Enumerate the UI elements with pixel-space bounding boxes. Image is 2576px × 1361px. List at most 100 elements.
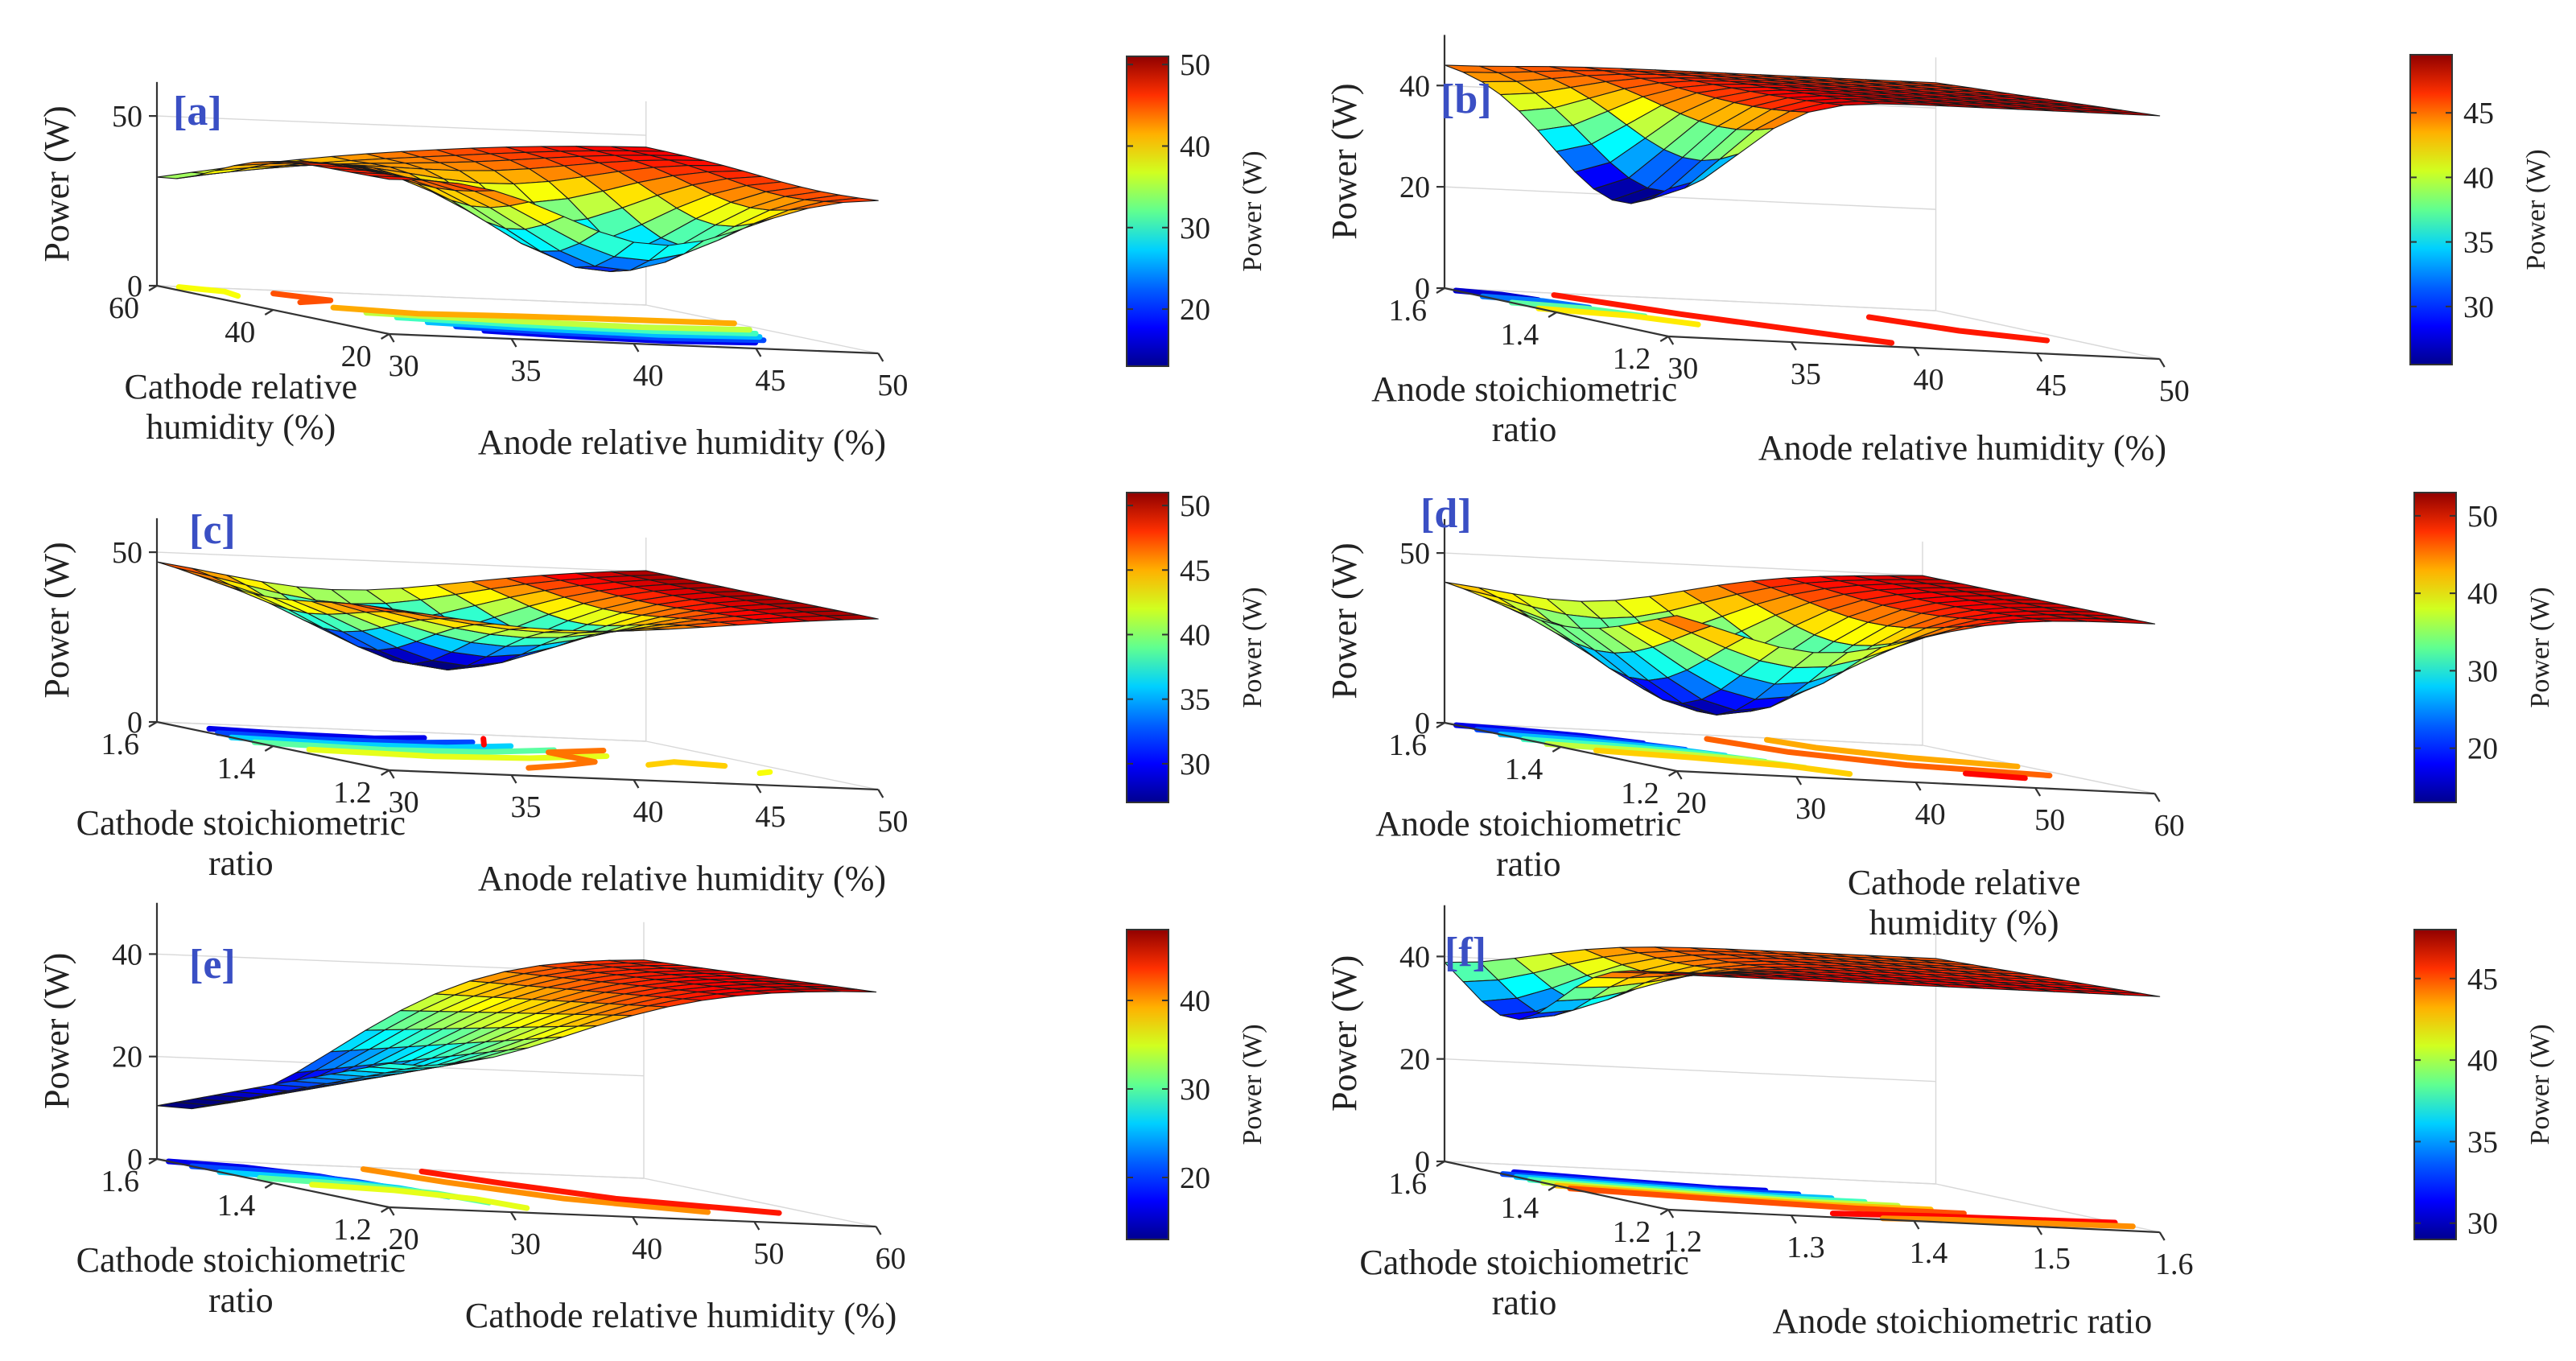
colorbar-tick-label: 35 [2463,226,2494,260]
colorbar-tick-label: 40 [2467,1044,2498,1078]
panel-a: 30 35 40 45 50 20 40 600 50 Power (W) Anode relati… [37,48,1267,462]
contour-line [309,1182,530,1211]
y-tick-label: 1.2 [1613,342,1651,376]
z-axis-label: Power (W) [37,953,76,1109]
colorbar-tick-label: 20 [1180,293,1210,327]
x-tick-label: 60 [876,1242,906,1276]
axes-e: 20 30 40 50 60 1.2 1.4 1.60 20 40 [101,902,906,1276]
contour-line [360,1166,711,1215]
y-axis-label: Cathode relative humidity (%) [125,367,358,447]
colorbar-tick-label: 50 [1180,489,1210,523]
colorbar-tick-label: 45 [1180,554,1210,588]
z-axis-label: Power (W) [37,105,76,262]
x-tick-label: 50 [877,805,908,839]
y-tick-label: 60 [109,291,139,325]
colorbar-tick-label: 35 [2467,1125,2498,1159]
axes-c: 30 35 40 45 50 1.2 1.4 1.60 50 [101,518,908,839]
contour-line [1551,292,1895,346]
contour-line [251,739,557,755]
contour-line [1865,314,2050,344]
z-axis-label: Power (W) [37,542,76,698]
x-tick-label: 1.5 [2032,1242,2071,1276]
axes-b: 30 35 40 45 50 1.2 1.4 1.60 20 40 [1389,35,2190,408]
contours-c [206,725,773,777]
surface-patch [823,614,879,621]
contour-line [270,291,334,306]
x-tick-label: 1.4 [1910,1236,1948,1270]
contours-f [1499,1169,2136,1230]
y-axis-label: Cathode stoichiometric ratio [1359,1243,1688,1322]
z-axis-label: Power (W) [1325,955,1364,1111]
panel-c: 30 35 40 45 50 1.2 1.4 1.60 50 Power (W) Anode rel… [37,489,1267,898]
contour-line [1704,736,2053,779]
y-axis-label: Anode stoichiometric ratio [1371,369,1677,449]
contour-line [526,748,607,771]
z-tick-label: 20 [112,1041,142,1074]
surface-c [156,561,879,670]
x-tick-label: 40 [633,795,663,829]
contours-a [175,284,767,346]
z-tick-label: 0 [127,706,142,740]
x-tick-label: 50 [877,369,908,402]
colorbar-tick-label: 20 [1180,1161,1210,1195]
y-tick-label: 1.2 [333,776,372,810]
x-tick-label: 40 [1913,363,1943,397]
colorbar-tick-label: 35 [1180,683,1210,717]
colorbar-tick-label: 40 [1180,984,1210,1018]
surface-b [1444,64,2161,204]
y-axis-label: Cathode stoichiometric ratio [76,803,406,883]
x-tick-label: 45 [2036,369,2067,402]
colorbar-label: Power (W) [2521,149,2551,270]
y-tick-label: 1.6 [101,1165,140,1198]
x-tick-label: 20 [1676,786,1707,820]
colorbar-c: 30 35 40 45 50 Power (W) [1126,489,1267,803]
z-tick-label: 0 [127,1143,142,1177]
z-tick-label: 40 [112,938,142,971]
panel-label: [c] [189,507,236,553]
x-tick-label: 1.2 [1663,1225,1702,1259]
colorbar-b: 30 35 40 45 Power (W) [2409,54,2551,365]
colorbar-label: Power (W) [2525,587,2555,707]
panel-label: [b] [1440,76,1492,122]
contour-line [418,1169,782,1216]
contour-line [206,725,427,741]
colorbar-f: 30 35 40 45 Power (W) [2413,929,2555,1241]
x-tick-label: 30 [389,349,419,383]
x-tick-label: 50 [753,1237,784,1271]
y-axis-label: Anode stoichiometric ratio [1375,804,1681,884]
y-tick-label: 1.6 [101,728,140,761]
colorbar-tick-label: 30 [1180,212,1210,245]
z-tick-label: 20 [1399,171,1430,204]
colorbar-label: Power (W) [1238,587,1267,707]
colorbar-tick-label: 30 [2467,654,2498,688]
x-tick-label: 35 [1791,357,1821,391]
panel-label: [a] [173,89,222,134]
z-tick-label: 50 [112,100,142,134]
y-axis-label: Cathode stoichiometric ratio [76,1240,406,1320]
x-tick-label: 45 [755,364,785,398]
panel-label: [e] [189,942,236,988]
y-tick-label: 1.4 [1501,1191,1539,1225]
z-tick-label: 40 [1399,940,1430,974]
colorbar-tick-label: 20 [2467,732,2498,766]
contour-line [1829,1210,2118,1226]
z-tick-label: 0 [1415,707,1430,740]
surface-a [156,146,879,272]
x-tick-label: 40 [633,359,663,393]
y-tick-label: 1.4 [217,752,256,786]
colorbar-tick-label: 40 [2467,577,2498,611]
y-tick-label: 1.6 [1389,728,1428,762]
grid-a [156,81,879,354]
axes-d: 20 30 40 50 60 1.2 1.4 1.60 50 [1389,518,2185,843]
contour-line [424,319,763,340]
colorbar-tick-label: 30 [2467,1207,2498,1241]
x-axis-label: Cathode relative humidity (%) [1848,863,2081,942]
y-tick-label: 1.2 [1621,777,1659,810]
x-tick-label: 60 [2154,809,2185,843]
contour-line [756,769,773,777]
colorbar-label: Power (W) [1238,151,1267,271]
z-axis-label: Power (W) [1325,542,1364,699]
y-tick-label: 1.4 [1505,753,1544,786]
